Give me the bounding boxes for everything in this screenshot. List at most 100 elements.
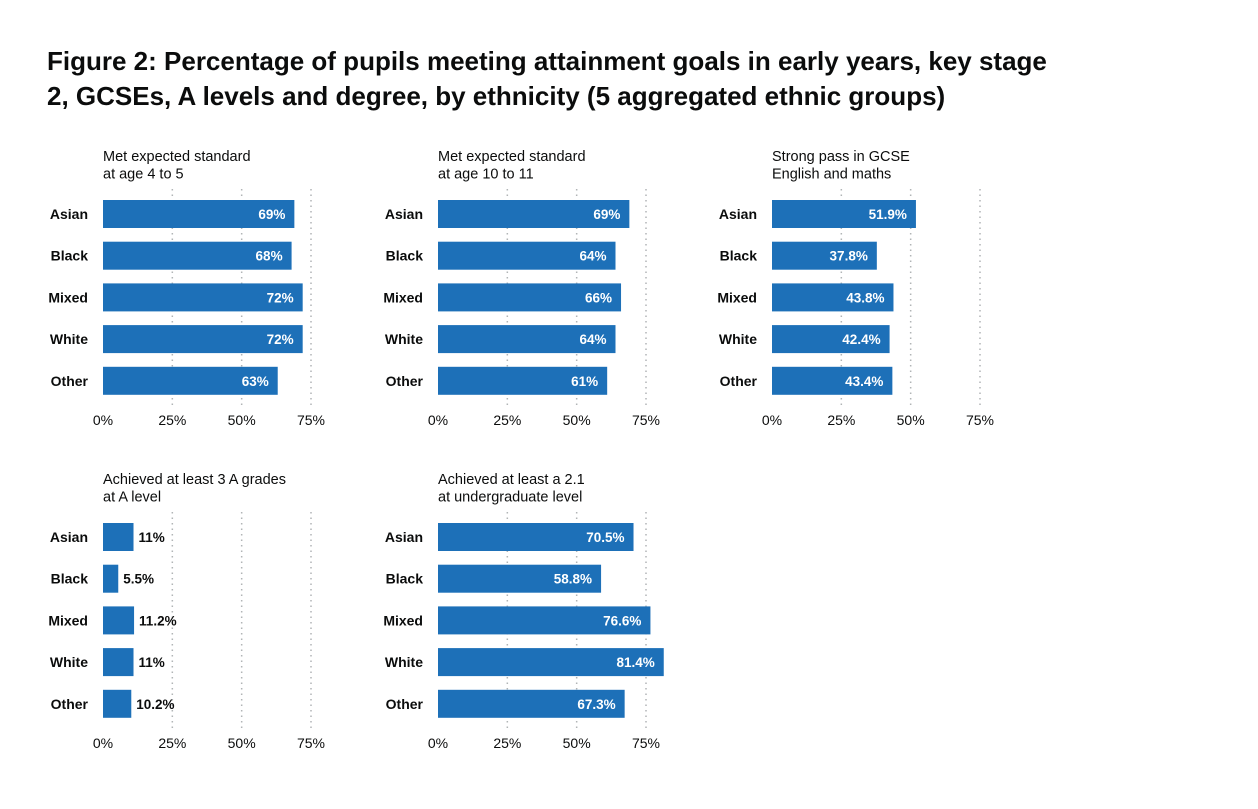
bar: [772, 241, 877, 270]
x-tick-label: 25%: [493, 412, 521, 428]
x-tick-label: 75%: [632, 412, 660, 428]
bar: [438, 200, 630, 228]
data-label: 11.2%: [139, 613, 177, 628]
data-label: 70.5%: [586, 530, 624, 545]
bar: [438, 606, 651, 635]
bar: [438, 648, 664, 677]
data-label: 58.8%: [554, 572, 592, 587]
bar: [438, 523, 634, 551]
panel-title-line: at age 10 to 11: [438, 167, 534, 183]
bar: [438, 564, 602, 593]
panel-title-line: at age 4 to 5: [103, 167, 184, 183]
category-label: Asian: [50, 529, 88, 545]
category-label: Other: [386, 696, 424, 712]
panel-title-line: Met expected standard: [103, 149, 251, 165]
data-label: 43.4%: [845, 374, 883, 389]
x-tick-label: 75%: [632, 735, 660, 751]
panel-title-line: English and maths: [772, 167, 891, 183]
panel-title-line: Achieved at least a 2.1: [438, 472, 585, 488]
data-label: 67.3%: [577, 697, 615, 712]
data-label: 11%: [139, 655, 165, 670]
data-label: 5.5%: [123, 572, 154, 587]
category-label: White: [50, 331, 88, 347]
category-label: Other: [51, 696, 89, 712]
data-label: 51.9%: [869, 207, 907, 222]
category-label: Other: [720, 373, 758, 389]
x-tick-label: 0%: [762, 412, 782, 428]
panel-title-line: at A level: [103, 490, 161, 506]
bar: [103, 283, 303, 312]
category-label: White: [50, 654, 88, 670]
category-label: Asian: [719, 206, 757, 222]
data-label: 43.8%: [846, 290, 884, 305]
bar: [438, 689, 625, 718]
category-label: Mixed: [48, 612, 88, 628]
data-label: 66%: [585, 290, 612, 305]
data-label: 69%: [593, 207, 620, 222]
x-tick-label: 75%: [297, 412, 325, 428]
data-label: 69%: [258, 207, 285, 222]
category-label: Black: [51, 571, 89, 587]
category-label: Other: [386, 373, 424, 389]
category-label: Black: [386, 571, 424, 587]
bar: [103, 648, 134, 677]
bar: [103, 689, 132, 718]
bar: [103, 200, 295, 228]
category-label: Other: [51, 373, 89, 389]
category-label: White: [385, 654, 423, 670]
x-tick-label: 25%: [158, 735, 186, 751]
category-label: Asian: [385, 206, 423, 222]
x-tick-label: 25%: [493, 735, 521, 751]
x-tick-label: 75%: [966, 412, 994, 428]
data-label: 81.4%: [616, 655, 654, 670]
chart-panel-1: Met expected standard at age 4 to 5 Asian 6…: [48, 149, 325, 428]
data-label: 68%: [256, 249, 283, 264]
data-label: 72%: [267, 290, 294, 305]
bar: [103, 366, 278, 395]
category-label: Mixed: [383, 612, 423, 628]
x-tick-label: 25%: [827, 412, 855, 428]
category-label: Black: [51, 248, 89, 264]
category-label: Asian: [50, 206, 88, 222]
data-label: 64%: [579, 332, 606, 347]
chart-panel-4: Achieved at least 3 A grades at A level As…: [48, 472, 325, 751]
chart-panel-3: Strong pass in GCSE English and maths Asia…: [717, 149, 994, 428]
category-label: Mixed: [383, 289, 423, 305]
category-label: Black: [720, 248, 758, 264]
data-label: 76.6%: [603, 613, 641, 628]
bar: [103, 325, 303, 354]
bar: [103, 606, 135, 635]
panel-title-line: Strong pass in GCSE: [772, 149, 910, 165]
bar: [772, 325, 890, 354]
data-label: 10.2%: [136, 697, 174, 712]
bar: [103, 564, 119, 593]
bar: [772, 200, 916, 228]
data-label: 42.4%: [842, 332, 880, 347]
data-label: 64%: [579, 249, 606, 264]
x-tick-label: 50%: [228, 412, 256, 428]
category-label: Mixed: [717, 289, 757, 305]
x-tick-label: 0%: [428, 412, 448, 428]
category-label: White: [385, 331, 423, 347]
bar: [772, 283, 894, 312]
data-label: 63%: [242, 374, 269, 389]
x-tick-label: 50%: [228, 735, 256, 751]
data-label: 11%: [139, 530, 165, 545]
panel-title-line: Met expected standard: [438, 149, 586, 165]
figure-title: Figure 2: Percentage of pupils meeting a…: [47, 46, 1047, 111]
x-tick-label: 75%: [297, 735, 325, 751]
x-tick-label: 0%: [93, 412, 113, 428]
x-tick-label: 50%: [563, 735, 591, 751]
x-tick-label: 0%: [428, 735, 448, 751]
data-label: 61%: [571, 374, 598, 389]
x-tick-label: 50%: [897, 412, 925, 428]
bar: [772, 366, 893, 395]
bar: [438, 283, 622, 312]
x-tick-label: 50%: [563, 412, 591, 428]
bar: [438, 241, 616, 270]
data-label: 37.8%: [830, 249, 868, 264]
x-tick-label: 25%: [158, 412, 186, 428]
chart-panel-5: Achieved at least a 2.1 at undergraduate …: [383, 472, 664, 751]
bar: [103, 241, 292, 270]
